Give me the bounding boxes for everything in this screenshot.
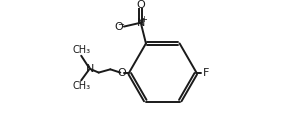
Text: F: F [203,68,209,78]
Text: CH₃: CH₃ [73,45,91,55]
Text: N: N [137,18,146,28]
Text: +: + [140,15,147,24]
Text: −: − [117,20,124,29]
Text: O: O [137,0,145,10]
Text: CH₃: CH₃ [73,81,91,91]
Text: O: O [118,68,126,78]
Text: O: O [115,22,123,32]
Text: N: N [86,64,94,74]
